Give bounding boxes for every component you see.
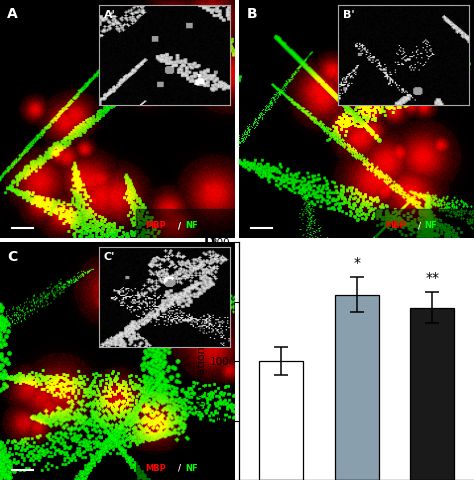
Text: NF: NF bbox=[185, 221, 198, 230]
Text: **: ** bbox=[425, 271, 439, 285]
Text: MBP: MBP bbox=[146, 221, 166, 230]
Text: /: / bbox=[178, 221, 182, 230]
Text: *: * bbox=[353, 256, 360, 270]
Text: C: C bbox=[7, 250, 17, 264]
Text: MBP: MBP bbox=[385, 221, 406, 230]
FancyBboxPatch shape bbox=[375, 209, 474, 238]
Text: NF: NF bbox=[185, 464, 198, 473]
Text: D: D bbox=[204, 235, 216, 249]
Text: NF: NF bbox=[185, 221, 198, 230]
FancyBboxPatch shape bbox=[136, 209, 235, 238]
Bar bbox=[410, 308, 454, 480]
Text: A: A bbox=[7, 7, 18, 21]
Text: /: / bbox=[418, 221, 421, 230]
Bar bbox=[259, 361, 303, 480]
Text: MBP: MBP bbox=[146, 221, 166, 230]
Text: /: / bbox=[178, 221, 182, 230]
Text: NF: NF bbox=[425, 221, 438, 230]
Text: /: / bbox=[178, 464, 182, 473]
FancyBboxPatch shape bbox=[136, 452, 235, 480]
Bar bbox=[335, 295, 379, 480]
Y-axis label: Myelination Index: Myelination Index bbox=[197, 312, 207, 411]
Text: MBP: MBP bbox=[146, 464, 166, 473]
Text: B: B bbox=[246, 7, 257, 21]
